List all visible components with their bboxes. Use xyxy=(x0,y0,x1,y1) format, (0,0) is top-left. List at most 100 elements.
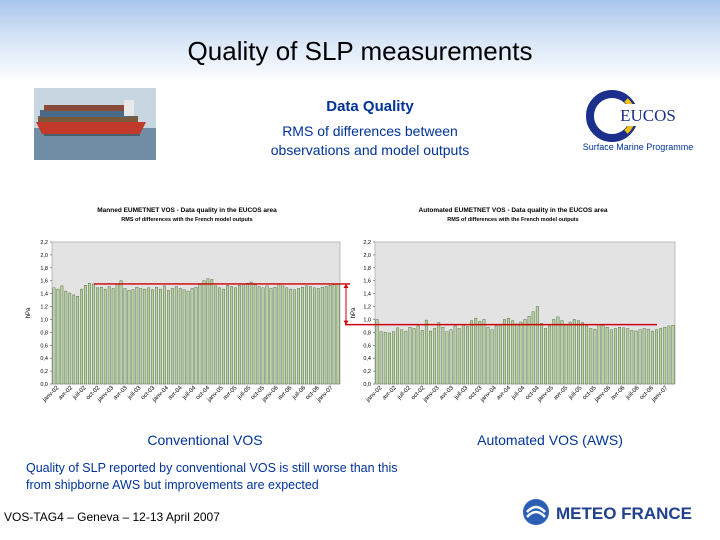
bar xyxy=(527,316,531,385)
y-tick-label: 0,8 xyxy=(363,330,371,336)
x-tick-label: juil-02 xyxy=(396,385,413,402)
chart-manned-vos: Manned EUMETNET VOS - Data quality in th… xyxy=(26,207,350,404)
bar xyxy=(273,286,277,385)
x-tick-label: juil-05 xyxy=(567,385,584,402)
bar xyxy=(131,289,135,385)
bar xyxy=(437,322,441,385)
y-tick-label: 2,0 xyxy=(40,253,48,259)
bar xyxy=(560,320,564,385)
bar xyxy=(281,285,285,385)
caption-conventional-vos: Conventional VOS xyxy=(147,432,263,448)
bar xyxy=(139,288,143,385)
bar xyxy=(486,326,490,385)
bar xyxy=(576,320,580,385)
chart-subtitle: RMS of differences with the French model… xyxy=(121,217,252,223)
y-tick-label: 0,0 xyxy=(363,382,371,388)
bar xyxy=(170,288,174,385)
bar xyxy=(383,332,387,385)
bar xyxy=(585,325,589,385)
chart-title: Automated EUMETNET VOS - Data quality in… xyxy=(419,207,608,214)
y-tick-label: 2,2 xyxy=(363,240,371,246)
y-tick-label: 1,4 xyxy=(40,292,48,298)
bar xyxy=(618,326,621,385)
bar xyxy=(135,286,139,385)
bar xyxy=(494,325,498,385)
bar xyxy=(332,284,336,385)
bar xyxy=(589,328,593,385)
chart-title: Manned EUMETNET VOS - Data quality in th… xyxy=(97,207,277,214)
y-tick-label: 0,0 xyxy=(40,382,48,388)
y-tick-label: 1,2 xyxy=(363,305,371,311)
bar xyxy=(498,324,502,385)
bar xyxy=(76,296,80,385)
bar xyxy=(293,289,297,385)
bar xyxy=(548,325,552,385)
bar xyxy=(503,319,506,385)
bar xyxy=(253,284,257,385)
bar xyxy=(568,321,572,385)
bar xyxy=(111,288,115,385)
x-tick-label: juil-06 xyxy=(624,385,641,402)
bar xyxy=(408,326,412,385)
bar xyxy=(64,290,68,385)
bar xyxy=(56,288,60,385)
eucos-logo-text: EUCOS xyxy=(620,106,676,125)
bar xyxy=(556,316,560,385)
bar xyxy=(375,319,379,385)
bar xyxy=(630,330,634,385)
bar xyxy=(115,283,119,385)
bar xyxy=(320,286,324,385)
x-tick-label: janv-06 xyxy=(593,385,612,404)
y-tick-label: 0,2 xyxy=(363,369,371,375)
x-tick-label: avr-02 xyxy=(58,385,75,402)
bar xyxy=(119,280,123,385)
bar xyxy=(441,326,445,385)
bar xyxy=(68,292,72,385)
bar xyxy=(241,283,245,385)
bar xyxy=(269,288,273,385)
bar xyxy=(297,288,300,385)
x-tick-label: avr-03 xyxy=(439,385,456,402)
x-tick-label: juil-03 xyxy=(126,385,143,402)
x-tick-label: avr-04 xyxy=(167,385,184,402)
bar xyxy=(123,288,127,385)
y-tick-label: 2,2 xyxy=(40,240,48,246)
bar xyxy=(163,285,166,385)
bar xyxy=(445,331,449,385)
x-tick-label: juil-04 xyxy=(510,385,527,402)
bar xyxy=(99,286,103,385)
footer-text: VOS-TAG4 – Geneva – 12-13 April 2007 xyxy=(4,510,220,524)
bar xyxy=(107,286,111,385)
bar xyxy=(103,288,107,385)
bar xyxy=(147,287,151,385)
bar xyxy=(572,319,576,385)
x-tick-label: avr-06 xyxy=(610,385,627,402)
bar xyxy=(245,283,249,385)
bar xyxy=(416,325,420,385)
x-tick-label: janv-03 xyxy=(422,385,441,404)
y-tick-label: 2,0 xyxy=(363,253,371,259)
bar xyxy=(622,327,626,385)
x-tick-label: juil-02 xyxy=(71,385,88,402)
y-tick-label: 1,0 xyxy=(363,317,371,323)
bar xyxy=(249,281,253,385)
bar xyxy=(609,329,613,385)
y-tick-label: 1,2 xyxy=(40,305,48,311)
bar xyxy=(198,284,202,385)
x-tick-label: avr-05 xyxy=(222,385,239,402)
bar xyxy=(178,288,182,385)
bar xyxy=(466,326,469,385)
y-tick-label: 0,8 xyxy=(40,330,48,336)
x-tick-label: avr-03 xyxy=(113,385,130,402)
bar xyxy=(174,286,178,385)
rms-subtitle: RMS of differences between observations … xyxy=(230,122,510,160)
bar xyxy=(265,285,269,385)
bar xyxy=(218,287,222,385)
bar xyxy=(222,288,225,385)
bar xyxy=(420,330,424,385)
bar xyxy=(515,323,519,385)
bar xyxy=(230,286,233,385)
comparison-note: Quality of SLP reported by conventional … xyxy=(26,460,506,494)
x-tick-label: avr-06 xyxy=(277,385,294,402)
bar xyxy=(424,319,428,385)
